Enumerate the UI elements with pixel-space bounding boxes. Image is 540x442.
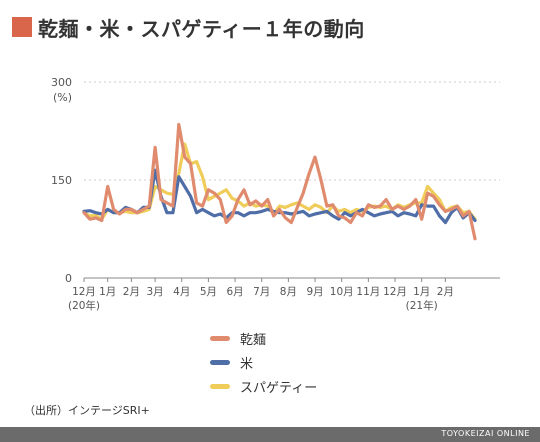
- x-tick-label: 10月: [330, 286, 354, 298]
- x-tick-label: 9月: [306, 286, 323, 298]
- title-accent-square: [12, 17, 32, 37]
- x-tick-label: 12月: [72, 286, 96, 298]
- x-tick-label: 8月: [280, 286, 297, 298]
- y-tick-label: 150: [51, 174, 72, 187]
- y-tick-label: 300: [51, 76, 72, 89]
- series-line-0: [82, 122, 477, 241]
- legend-swatch-kome: [210, 359, 230, 365]
- x-tick-sublabel: (20年): [68, 299, 100, 312]
- x-tick-label: 3月: [146, 286, 163, 298]
- legend-swatch-spaghetti: [210, 383, 230, 389]
- legend-label-kanmen: 乾麺: [240, 332, 267, 348]
- footer-bar: TOYOKEIZAI ONLINE: [0, 427, 540, 442]
- x-tick-sublabel: (21年): [406, 299, 438, 312]
- x-tick-label: 4月: [173, 286, 190, 298]
- x-tick-label: 2月: [123, 286, 140, 298]
- x-tick-label: 2月: [437, 286, 454, 298]
- legend: 乾麺 米 スパゲティー: [210, 326, 317, 398]
- legend-item-kome: 米: [210, 350, 317, 374]
- x-tick-label: 11月: [356, 286, 380, 298]
- legend-swatch-kanmen: [210, 335, 230, 341]
- x-tick-label: 5月: [200, 286, 217, 298]
- legend-item-spaghetti: スパゲティー: [210, 374, 317, 398]
- chart-title: 乾麺・米・スパゲティー１年の動向: [12, 12, 365, 42]
- legend-item-kanmen: 乾麺: [210, 326, 317, 350]
- x-tick-label: 1月: [413, 286, 430, 298]
- x-tick-label: 12月: [383, 286, 407, 298]
- source-note: （出所）インテージSRI+: [24, 404, 150, 417]
- series-line-1: [82, 168, 477, 225]
- x-tick-label: 7月: [253, 286, 270, 298]
- x-tick-label: 1月: [99, 286, 116, 298]
- footer-brand: TOYOKEIZAI ONLINE: [441, 429, 530, 438]
- x-tick-label: 6月: [226, 286, 243, 298]
- legend-label-kome: 米: [240, 356, 254, 372]
- title-text: 乾麺・米・スパゲティー１年の動向: [38, 16, 365, 41]
- legend-label-spaghetti: スパゲティー: [240, 380, 318, 396]
- y-axis-unit: (%): [53, 91, 72, 104]
- y-tick-label: 0: [65, 272, 72, 285]
